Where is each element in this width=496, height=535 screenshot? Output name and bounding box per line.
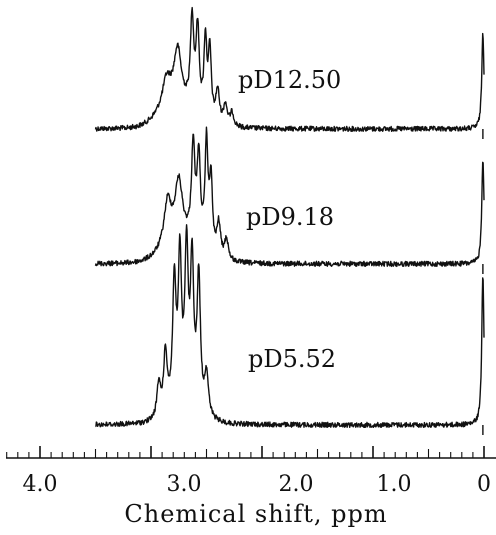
spectrum-label-pd5-52: pD5.52 <box>248 345 336 373</box>
spectrum-label-pd12-50: pD12.50 <box>238 66 341 94</box>
tick-label-0: 0 <box>477 472 491 497</box>
x-axis-ticks <box>6 446 485 458</box>
spectrum-label-pd9-18: pD9.18 <box>246 203 334 231</box>
x-axis: 4.0 3.0 2.0 1.0 0 Chemical shift, ppm <box>6 446 496 528</box>
spectra-group <box>94 6 485 435</box>
tick-label-4-0: 4.0 <box>23 472 58 497</box>
tick-label-1-0: 1.0 <box>377 472 412 497</box>
x-axis-title: Chemical shift, ppm <box>124 500 387 528</box>
spectrum-trace-1 <box>94 6 485 133</box>
spectrum-trace-3 <box>95 224 485 429</box>
spectrum-trace-2 <box>94 126 485 268</box>
tick-label-3-0: 3.0 <box>167 472 202 497</box>
tick-label-2-0: 2.0 <box>279 472 314 497</box>
